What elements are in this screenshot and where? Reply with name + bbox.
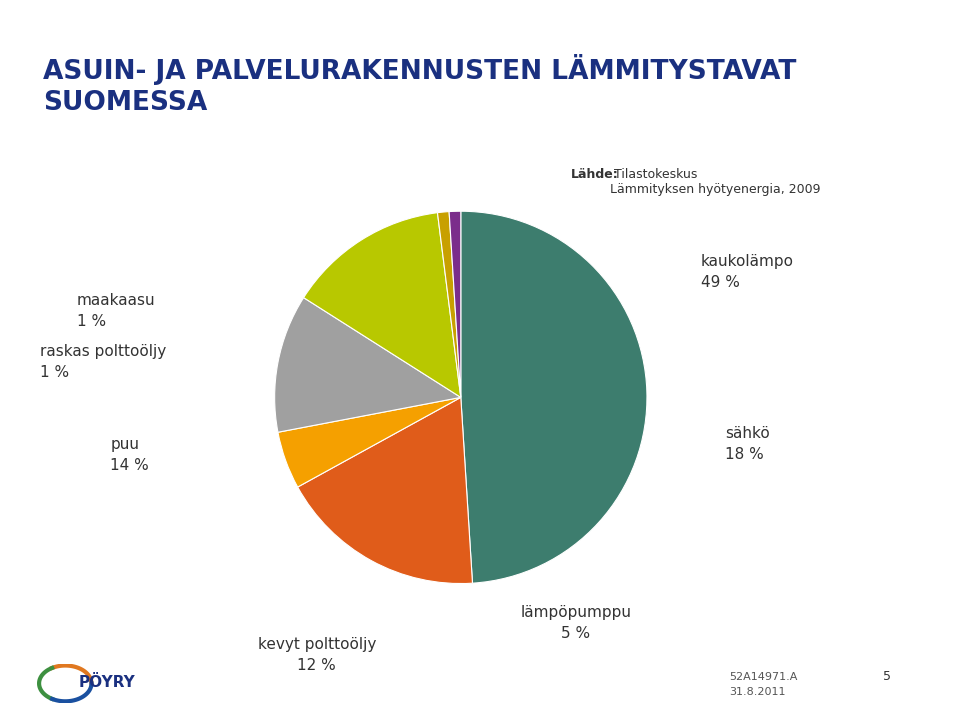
Wedge shape xyxy=(275,298,461,432)
Wedge shape xyxy=(438,212,461,397)
Text: ASUIN- JA PALVELURAKENNUSTEN LÄMMITYSTAVAT: ASUIN- JA PALVELURAKENNUSTEN LÄMMITYSTAV… xyxy=(43,54,797,84)
Wedge shape xyxy=(303,213,461,397)
Text: Lähde:: Lähde: xyxy=(571,168,619,181)
Text: kevyt polttoöljy
12 %: kevyt polttoöljy 12 % xyxy=(257,637,376,673)
Text: maakaasu
1 %: maakaasu 1 % xyxy=(77,294,156,329)
Text: 5: 5 xyxy=(883,670,891,683)
Wedge shape xyxy=(461,211,647,583)
Wedge shape xyxy=(298,397,472,584)
Text: 52A14971.A: 52A14971.A xyxy=(730,672,798,682)
Text: 31.8.2011: 31.8.2011 xyxy=(730,687,786,697)
Text: lämpöpumppu
5 %: lämpöpumppu 5 % xyxy=(520,605,632,641)
Text: PÖYRY: PÖYRY xyxy=(79,675,135,690)
Text: puu
14 %: puu 14 % xyxy=(110,437,149,473)
Text: kaukolämpo
49 %: kaukolämpo 49 % xyxy=(701,254,794,290)
Text: raskas polttoöljy
1 %: raskas polttoöljy 1 % xyxy=(40,344,167,379)
Text: sähkö
18 %: sähkö 18 % xyxy=(725,426,770,462)
Wedge shape xyxy=(449,211,461,397)
Text: SUOMESSA: SUOMESSA xyxy=(43,90,207,115)
Wedge shape xyxy=(278,397,461,487)
Text: Tilastokeskus
Lämmityksen hyötyenergia, 2009: Tilastokeskus Lämmityksen hyötyenergia, … xyxy=(610,168,820,196)
